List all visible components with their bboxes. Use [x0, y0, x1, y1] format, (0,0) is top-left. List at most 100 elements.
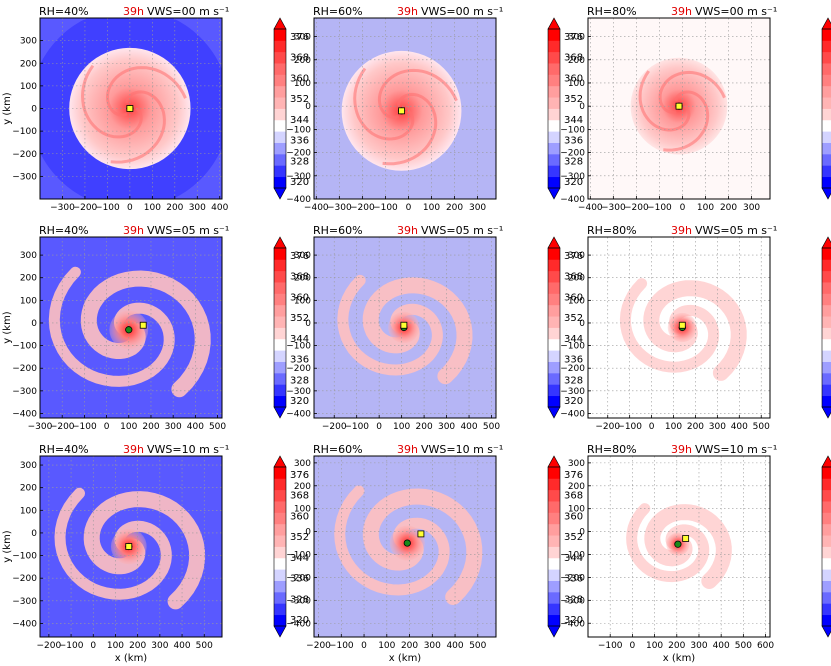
x-tick-label: 500 [735, 641, 752, 651]
y-tick-label: 300 [20, 37, 37, 47]
x-axis-label: x (km) [663, 653, 696, 664]
colorbar-segment [274, 603, 286, 616]
x-tick-label: 500 [483, 422, 500, 432]
colorbar-segment [274, 316, 286, 328]
colorbar-segment [548, 142, 560, 155]
colorbar-segment [548, 546, 560, 559]
colorbar-min-arrow [821, 406, 831, 419]
y-tick-label: −300 [560, 596, 585, 606]
colorbar-segment [548, 293, 560, 306]
y-tick-label: 0 [31, 319, 37, 329]
x-tick-label: 100 [120, 422, 137, 432]
colorbar-segment [822, 501, 831, 513]
y-tick-label: −200 [12, 574, 37, 584]
x-tick-label: 300 [151, 641, 168, 651]
colorbar-segment [822, 523, 831, 536]
panel-rh-label: RH=80% [587, 443, 637, 456]
rainband [663, 90, 710, 152]
colorbar-frame [547, 466, 561, 627]
y-tick-label: 200 [20, 274, 37, 284]
x-axis-label: x (km) [389, 653, 422, 664]
colorbar-segment [548, 557, 560, 570]
colorbar-segment [274, 51, 286, 64]
colorbar-segment [274, 501, 286, 513]
colorbar-segment [274, 569, 286, 581]
axes-frame [587, 455, 771, 638]
y-tick-label: 300 [20, 461, 37, 471]
x-tick-label: 0 [649, 422, 655, 432]
y-tick-label: −300 [12, 387, 37, 397]
colorbar-segment [274, 523, 286, 536]
panel-rh-label: RH=80% [587, 224, 637, 237]
panel-rh-label: RH=60% [313, 224, 363, 237]
panel-vws-label: VWS=05 m s⁻¹ [695, 224, 777, 237]
colorbar-segment [822, 97, 831, 109]
colorbar-segment [274, 327, 286, 340]
rainband [80, 64, 143, 139]
x-tick-label: −100 [647, 203, 672, 213]
eye-marker [682, 535, 690, 542]
colorbar-tick-label: 376 [564, 251, 583, 262]
colorbar-tick-label: 352 [564, 94, 583, 105]
eye-marker [126, 105, 134, 112]
colorbar-segment [822, 131, 831, 143]
y-tick-label: 300 [294, 459, 311, 469]
colorbar-segment [274, 478, 286, 491]
colorbar-tick-label: 360 [290, 511, 309, 522]
colorbar-segment [548, 85, 560, 98]
colorbar-segment [822, 165, 831, 178]
plot-area [588, 18, 770, 199]
panel-vws-label: VWS=10 m s⁻¹ [147, 443, 229, 456]
axes-frame [313, 236, 497, 419]
colorbar-tick-label: 344 [564, 334, 583, 345]
x-tick-label: −100 [344, 422, 369, 432]
colorbar-segment [548, 74, 560, 87]
colorbar-segment [822, 119, 831, 132]
colorbar-segment [548, 248, 560, 260]
y-tick-label: −100 [560, 125, 585, 135]
colorbar-segment [822, 316, 831, 328]
y-tick-label: −300 [560, 172, 585, 182]
y-tick-label: 300 [568, 459, 585, 469]
y-tick-label: 100 [294, 296, 311, 306]
colorbar-segment [548, 327, 560, 340]
colorbar-tick-label: 320 [564, 396, 583, 407]
eye-marker [678, 321, 686, 329]
colorbar-segment [822, 282, 831, 294]
x-tick-label: 100 [144, 203, 161, 213]
rainband [377, 68, 458, 119]
x-tick-label: −400 [304, 203, 329, 213]
panel-rh-label: RH=60% [313, 5, 363, 18]
colorbar-min-arrow [273, 406, 287, 419]
colorbar-max-arrow [821, 236, 831, 249]
colorbar-segment [822, 293, 831, 306]
colorbar-tick-label: 336 [564, 355, 583, 366]
colorbar-segment [822, 614, 831, 627]
panel-time-label: 39h [123, 5, 144, 18]
colorbar-segment [548, 372, 560, 385]
x-tick-label: 200 [166, 203, 183, 213]
y-tick-label: 200 [20, 484, 37, 494]
panel-vws-label: VWS=00 m s⁻¹ [695, 5, 777, 18]
panel-rh-label: RH=40% [39, 443, 89, 456]
colorbar-segment [274, 259, 286, 272]
axes-frame [39, 236, 223, 419]
x-tick-label: 300 [709, 422, 726, 432]
y-tick-label: 200 [294, 482, 311, 492]
panel-time-label: 39h [397, 443, 418, 456]
y-tick-label: −400 [12, 619, 37, 629]
colorbar-tick-label: 336 [564, 136, 583, 147]
x-tick-label: 500 [209, 422, 226, 432]
colorbar-segment [274, 338, 286, 351]
colorbar-segment [822, 580, 831, 593]
x-tick-label: 100 [665, 422, 682, 432]
colorbar-segment [274, 535, 286, 547]
x-tick-label: −300 [50, 203, 75, 213]
colorbar-segment [822, 546, 831, 559]
y-tick-label: 100 [20, 82, 37, 92]
axes-frame [313, 17, 497, 200]
x-tick-label: −200 [595, 422, 620, 432]
colorbar-tick-label: 368 [564, 53, 583, 64]
y-tick-label: 0 [579, 102, 585, 112]
y-tick-label: −300 [12, 172, 37, 182]
